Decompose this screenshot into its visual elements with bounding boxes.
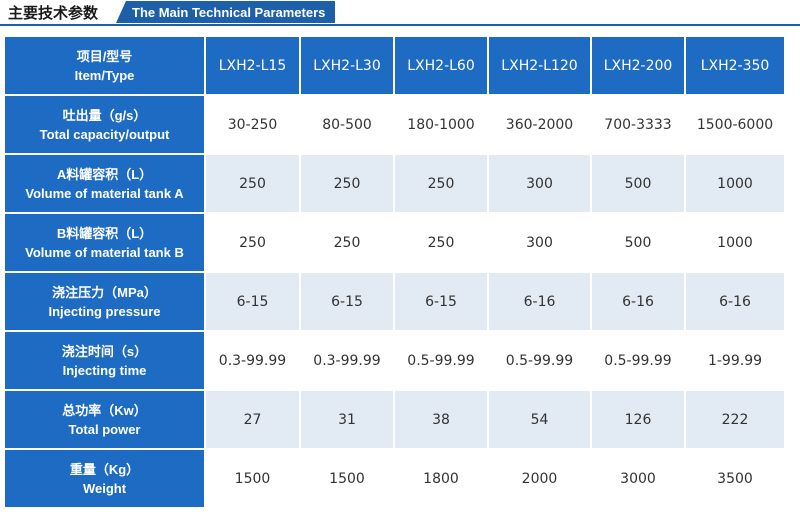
row-label-en: Volume of material tank B [25,244,184,260]
section-header: 主要技术参数 The Main Technical Parameters [0,0,800,26]
table-cell: 500 [592,155,684,212]
table-cell: 300 [489,214,590,271]
table-row: B料罐容积（L） Volume of material tank B 250 2… [5,214,784,271]
section-title-banner: The Main Technical Parameters [116,1,336,23]
table-cell: 180-1000 [395,96,487,153]
table-cell: 6-15 [206,273,299,330]
row-label-en: Volume of material tank A [25,185,184,201]
table-row: 浇注时间（s） Injecting time 0.3-99.99 0.3-99.… [5,332,784,389]
table-cell: 2000 [489,450,590,507]
table-cell: 250 [301,214,393,271]
table-cell: 27 [206,391,299,448]
table-cell: 1000 [686,155,784,212]
model-header: LXH2-350 [686,37,784,94]
row-label-cn: 浇注时间（s） [61,343,148,359]
table-cell: 250 [301,155,393,212]
table-cell: 360-2000 [489,96,590,153]
table-cell: 6-15 [301,273,393,330]
table-cell: 31 [301,391,393,448]
row-label: B料罐容积（L） Volume of material tank B [5,214,204,271]
table-cell: 700-3333 [592,96,684,153]
table-cell: 250 [206,155,299,212]
table-cell: 54 [489,391,590,448]
row-label: A料罐容积（L） Volume of material tank A [5,155,204,212]
row-label-en: Injecting pressure [48,303,161,319]
table-cell: 38 [395,391,487,448]
table-cell: 80-500 [301,96,393,153]
table-cell: 0.5-99.99 [395,332,487,389]
table-cell: 6-15 [395,273,487,330]
table-row: 吐出量（g/s） Total capacity/output 30-250 80… [5,96,784,153]
table-cell: 0.5-99.99 [489,332,590,389]
table-cell: 250 [395,214,487,271]
header-label-en: Item/Type [74,67,135,83]
parameters-table: 项目/型号 Item/Type LXH2-L15 LXH2-L30 LXH2-L… [3,35,786,509]
table-cell: 250 [395,155,487,212]
row-label-cn: B料罐容积（L） [56,225,153,241]
row-label-cn: 吐出量（g/s） [62,107,147,123]
table-row: 重量（Kg） Weight 1500 1500 1800 2000 3000 3… [5,450,784,507]
table-cell: 126 [592,391,684,448]
model-header: LXH2-200 [592,37,684,94]
table-cell: 1500-6000 [686,96,784,153]
table-cell: 3500 [686,450,784,507]
row-label: 浇注时间（s） Injecting time [5,332,204,389]
row-label: 总功率（Kw） Total power [5,391,204,448]
table-row: 总功率（Kw） Total power 27 31 38 54 126 222 [5,391,784,448]
section-title-cn: 主要技术参数 [8,4,99,22]
row-label-en: Weight [82,480,127,496]
model-header: LXH2-L30 [301,37,393,94]
row-label: 重量（Kg） Weight [5,450,204,507]
table-cell: 0.5-99.99 [592,332,684,389]
header-label-cn: 项目/型号 [76,48,133,64]
table-cell: 6-16 [592,273,684,330]
row-label-cn: A料罐容积（L） [56,166,153,182]
table-cell: 1-99.99 [686,332,784,389]
model-header: LXH2-L60 [395,37,487,94]
table-cell: 3000 [592,450,684,507]
row-label-cn: 重量（Kg） [69,461,140,477]
table-cell: 1000 [686,214,784,271]
row-label: 吐出量（g/s） Total capacity/output [5,96,204,153]
table-cell: 6-16 [489,273,590,330]
table-cell: 0.3-99.99 [206,332,299,389]
table-row: 浇注压力（MPa） Injecting pressure 6-15 6-15 6… [5,273,784,330]
row-label-en: Total power [68,421,141,437]
table-cell: 1500 [206,450,299,507]
table-cell: 250 [206,214,299,271]
table-cell: 1500 [301,450,393,507]
section-title-en: The Main Technical Parameters [132,4,326,20]
table-corner-header: 项目/型号 Item/Type [5,37,204,94]
row-label-cn: 总功率（Kw） [62,402,147,418]
model-header: LXH2-L15 [206,37,299,94]
table-cell: 500 [592,214,684,271]
table-row: A料罐容积（L） Volume of material tank A 250 2… [5,155,784,212]
table-header-row: 项目/型号 Item/Type LXH2-L15 LXH2-L30 LXH2-L… [5,37,784,94]
header-divider [0,24,800,26]
table-cell: 6-16 [686,273,784,330]
table-cell: 222 [686,391,784,448]
row-label: 浇注压力（MPa） Injecting pressure [5,273,204,330]
table-cell: 0.3-99.99 [301,332,393,389]
row-label-cn: 浇注压力（MPa） [52,284,157,300]
table-cell: 1800 [395,450,487,507]
row-label-en: Injecting time [62,362,147,378]
model-header: LXH2-L120 [489,37,590,94]
table-cell: 30-250 [206,96,299,153]
row-label-en: Total capacity/output [39,126,170,142]
table-cell: 300 [489,155,590,212]
